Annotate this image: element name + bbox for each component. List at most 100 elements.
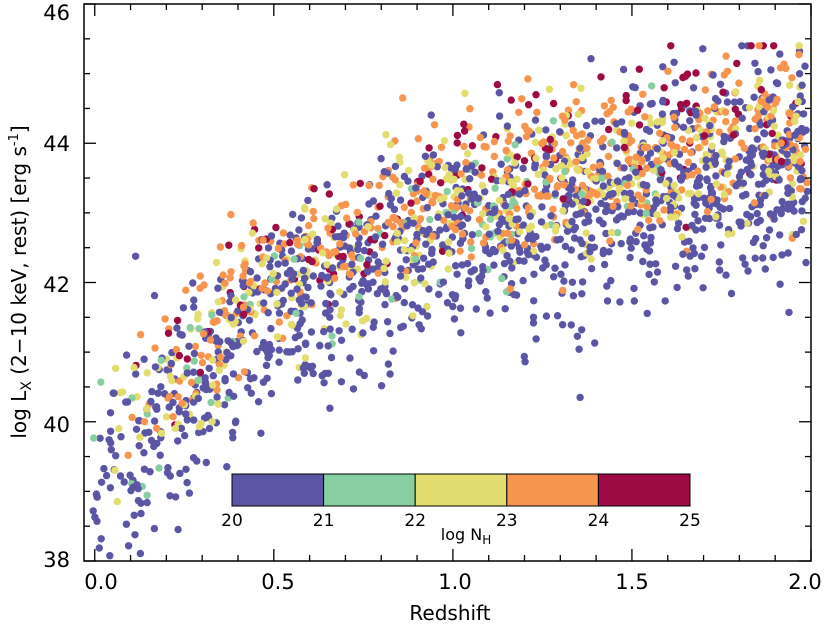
data-point bbox=[479, 266, 487, 275]
data-point bbox=[93, 493, 101, 501]
data-point bbox=[540, 138, 548, 146]
data-point bbox=[294, 376, 302, 384]
data-point bbox=[501, 201, 509, 210]
data-point bbox=[343, 214, 351, 222]
data-point bbox=[265, 351, 273, 360]
data-point bbox=[150, 291, 159, 300]
data-point bbox=[759, 170, 767, 179]
data-point bbox=[127, 486, 135, 495]
data-point bbox=[640, 144, 649, 152]
data-point bbox=[753, 218, 761, 227]
data-point bbox=[531, 163, 539, 172]
data-point bbox=[143, 369, 151, 377]
data-point bbox=[647, 233, 655, 242]
data-point bbox=[90, 434, 98, 442]
data-point bbox=[786, 174, 795, 182]
data-point bbox=[370, 318, 378, 326]
data-point bbox=[259, 378, 268, 386]
data-point bbox=[245, 316, 254, 324]
data-point bbox=[495, 196, 504, 204]
data-point bbox=[657, 166, 665, 174]
data-point bbox=[777, 139, 785, 147]
data-point bbox=[249, 219, 257, 227]
data-point bbox=[320, 379, 328, 387]
data-point bbox=[400, 172, 409, 181]
data-point bbox=[402, 256, 410, 264]
data-point bbox=[591, 117, 599, 125]
data-point bbox=[761, 191, 769, 200]
data-point bbox=[658, 110, 667, 118]
data-point bbox=[622, 96, 630, 105]
data-point bbox=[511, 215, 520, 224]
data-point bbox=[605, 248, 613, 256]
data-point bbox=[166, 472, 174, 480]
data-point bbox=[461, 204, 469, 212]
data-point bbox=[495, 112, 504, 120]
data-point bbox=[570, 234, 579, 242]
data-point bbox=[321, 215, 329, 223]
data-point bbox=[269, 270, 277, 278]
data-point bbox=[612, 120, 620, 128]
data-point bbox=[671, 160, 679, 168]
data-point bbox=[745, 104, 754, 112]
data-point bbox=[788, 74, 796, 82]
data-point bbox=[468, 191, 477, 199]
data-point bbox=[531, 138, 540, 147]
data-point bbox=[337, 306, 346, 314]
data-point bbox=[569, 126, 577, 135]
data-point bbox=[735, 79, 743, 87]
data-point bbox=[183, 369, 191, 377]
data-point bbox=[723, 67, 732, 76]
data-point bbox=[799, 217, 808, 225]
data-point bbox=[750, 93, 758, 102]
data-point bbox=[648, 82, 656, 90]
data-point bbox=[462, 158, 470, 167]
data-point bbox=[645, 247, 654, 255]
data-point bbox=[328, 264, 337, 272]
data-point bbox=[549, 205, 557, 213]
data-point bbox=[620, 143, 629, 152]
data-point bbox=[386, 370, 394, 378]
colorbar-bin-20-21 bbox=[231, 473, 325, 507]
data-point bbox=[140, 418, 149, 426]
data-point bbox=[669, 191, 678, 199]
data-point bbox=[790, 153, 798, 161]
data-point bbox=[364, 223, 372, 231]
data-point bbox=[545, 85, 554, 93]
data-point bbox=[599, 220, 607, 228]
data-point bbox=[632, 238, 640, 246]
data-point bbox=[183, 355, 191, 363]
data-point bbox=[356, 179, 364, 188]
data-point bbox=[765, 167, 773, 175]
data-point bbox=[532, 91, 540, 99]
data-point bbox=[324, 224, 332, 232]
data-point bbox=[128, 413, 136, 422]
data-point bbox=[421, 280, 429, 288]
data-point bbox=[150, 524, 159, 533]
data-point bbox=[374, 258, 382, 266]
data-point bbox=[247, 389, 255, 397]
data-point bbox=[638, 169, 646, 178]
data-point bbox=[534, 170, 542, 179]
data-point bbox=[671, 123, 679, 132]
data-point bbox=[414, 304, 422, 312]
data-point bbox=[262, 254, 271, 262]
data-point bbox=[416, 177, 424, 186]
data-point bbox=[587, 255, 595, 263]
data-point bbox=[702, 163, 710, 171]
data-point bbox=[559, 207, 567, 215]
data-point bbox=[761, 265, 769, 273]
data-point bbox=[613, 144, 621, 152]
colorbar-title: log NH bbox=[441, 525, 491, 547]
data-point bbox=[524, 75, 532, 83]
data-point bbox=[234, 307, 242, 315]
data-point bbox=[334, 222, 342, 230]
data-point bbox=[602, 229, 610, 238]
data-point bbox=[451, 165, 459, 173]
data-point bbox=[533, 108, 541, 117]
data-point bbox=[190, 303, 198, 311]
data-point bbox=[578, 326, 586, 334]
data-point bbox=[110, 389, 118, 397]
data-point bbox=[569, 292, 578, 300]
data-point bbox=[285, 348, 293, 356]
